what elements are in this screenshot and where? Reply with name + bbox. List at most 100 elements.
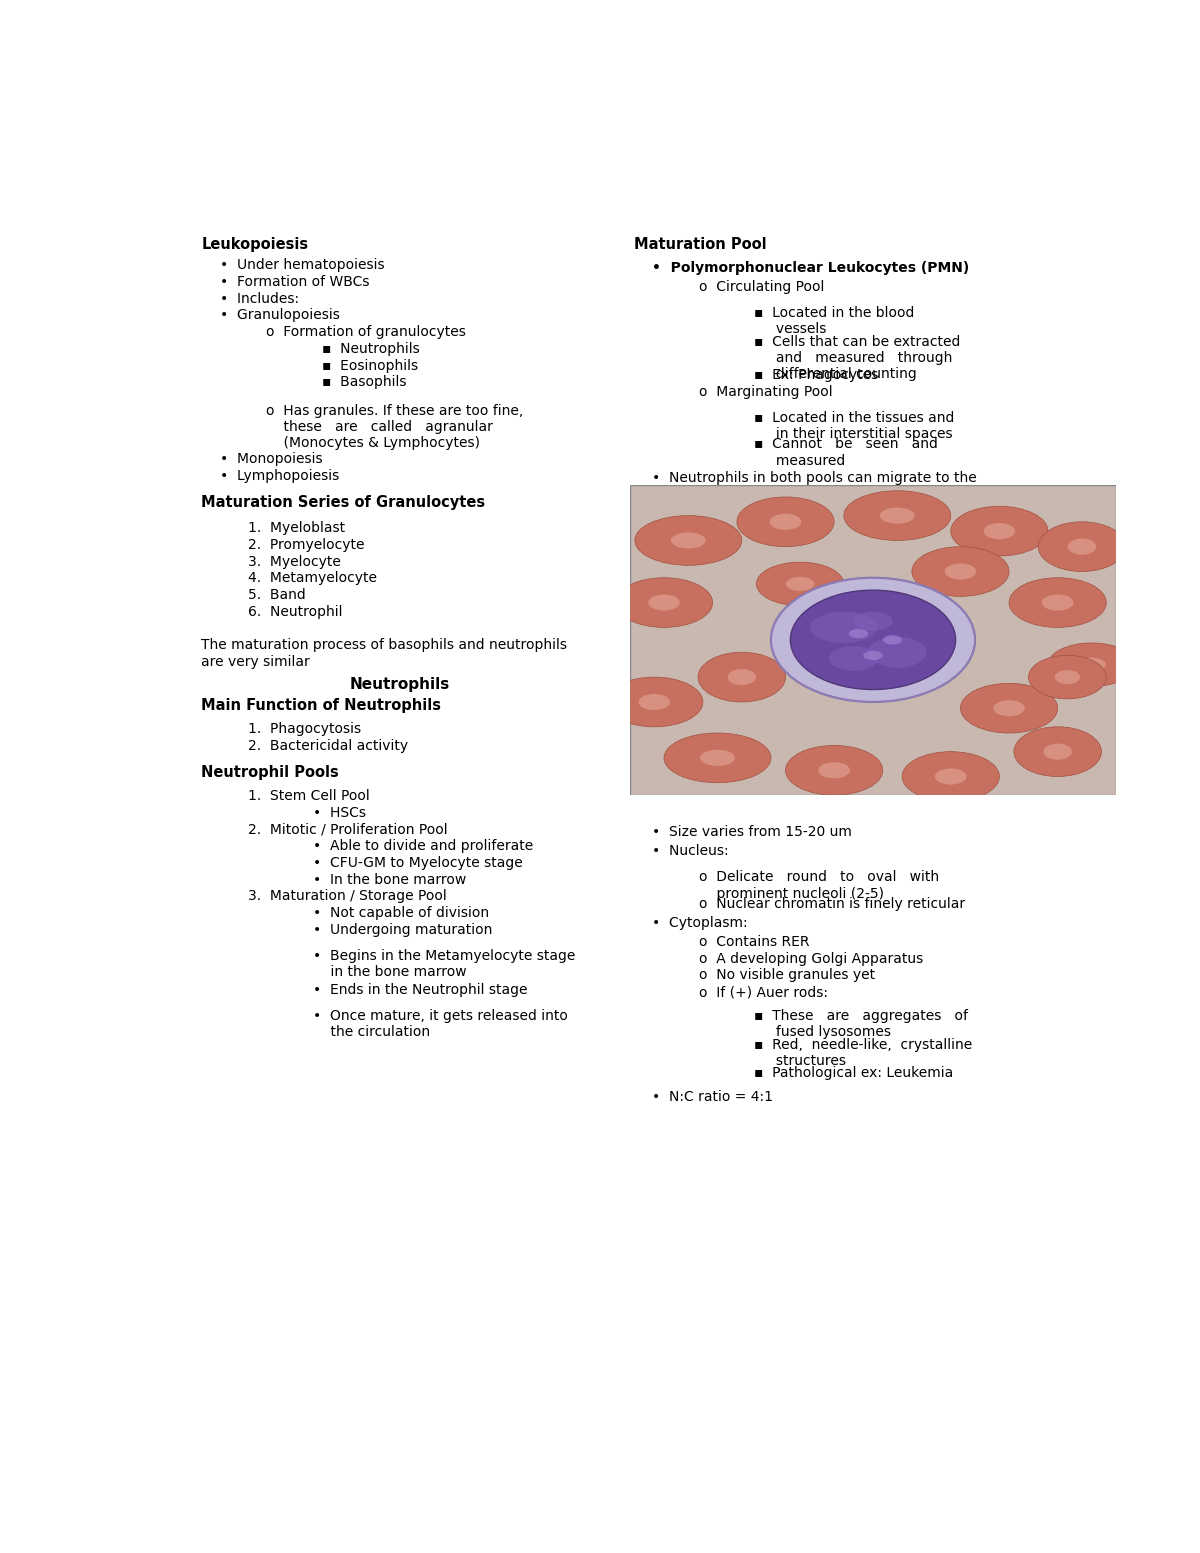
Text: ▪  Basophils: ▪ Basophils	[322, 376, 407, 390]
Text: •  Able to divide and proliferate: • Able to divide and proliferate	[313, 839, 533, 853]
Ellipse shape	[1078, 657, 1106, 672]
Ellipse shape	[883, 635, 902, 644]
Text: •  Monopoiesis: • Monopoiesis	[220, 452, 323, 466]
Ellipse shape	[902, 752, 1000, 801]
Ellipse shape	[737, 497, 834, 547]
Text: ▪  Pathological ex: Leukemia: ▪ Pathological ex: Leukemia	[755, 1067, 954, 1081]
Ellipse shape	[648, 595, 680, 610]
Ellipse shape	[786, 745, 883, 795]
Text: 3.  Maturation / Storage Pool: 3. Maturation / Storage Pool	[247, 890, 446, 904]
Ellipse shape	[1055, 669, 1080, 685]
Text: •  Includes:: • Includes:	[220, 292, 299, 306]
Ellipse shape	[1009, 578, 1106, 627]
Text: Neutrophils: Neutrophils	[350, 677, 450, 691]
Ellipse shape	[912, 547, 1009, 596]
Text: ▪  Located in the tissues and
     in their interstitial spaces: ▪ Located in the tissues and in their in…	[755, 412, 955, 441]
Text: •  Cytoplasm:: • Cytoplasm:	[653, 916, 748, 930]
Text: ▪  Eosinophils: ▪ Eosinophils	[322, 359, 418, 373]
Ellipse shape	[848, 629, 868, 638]
Text: o  Circulating Pool: o Circulating Pool	[698, 280, 824, 294]
Ellipse shape	[844, 491, 950, 540]
Text: Maturation Pool: Maturation Pool	[634, 236, 767, 252]
Text: •  N:C ratio = 4:1: • N:C ratio = 4:1	[653, 1090, 773, 1104]
Ellipse shape	[818, 763, 850, 778]
Text: •  Once mature, it gets released into
    the circulation: • Once mature, it gets released into the…	[313, 1009, 568, 1039]
Ellipse shape	[791, 590, 955, 690]
Ellipse shape	[1014, 727, 1102, 776]
Text: Mitotic / Proliferation Pool: Mitotic / Proliferation Pool	[718, 526, 943, 540]
Text: o  Has granules. If these are too fine,
    these   are   called   agranular
   : o Has granules. If these are too fine, t…	[266, 404, 523, 450]
Text: •  Granulopoiesis: • Granulopoiesis	[220, 309, 340, 323]
Text: 1.  Stem Cell Pool: 1. Stem Cell Pool	[247, 789, 370, 803]
Text: •  Lymphopoiesis: • Lymphopoiesis	[220, 469, 340, 483]
Text: •  Neutrophils in both pools can migrate to the
   other. Ex: Phagocytes can mig: • Neutrophils in both pools can migrate …	[653, 471, 977, 534]
Ellipse shape	[935, 769, 966, 784]
Text: •  Size varies from 15-20 um: • Size varies from 15-20 um	[653, 825, 852, 839]
Text: o  Contains RER: o Contains RER	[698, 935, 809, 949]
Text: ▪  Cells that can be extracted
     and   measured   through
     differential c: ▪ Cells that can be extracted and measur…	[755, 334, 961, 380]
Text: The maturation process of basophils and neutrophils
are very similar: The maturation process of basophils and …	[202, 638, 568, 669]
Ellipse shape	[616, 578, 713, 627]
Ellipse shape	[786, 576, 815, 592]
Text: o  Nuclear chromatin is finely reticular: o Nuclear chromatin is finely reticular	[698, 896, 965, 910]
Ellipse shape	[868, 637, 926, 668]
Text: Neutrophil Pools: Neutrophil Pools	[202, 766, 338, 780]
Text: ▪  Located in the blood
     vessels: ▪ Located in the blood vessels	[755, 306, 914, 335]
Ellipse shape	[880, 508, 914, 523]
Ellipse shape	[863, 651, 883, 660]
Text: ▪  Neutrophils: ▪ Neutrophils	[322, 342, 420, 356]
Text: 6.  Neutrophil: 6. Neutrophil	[247, 604, 342, 620]
Text: ▪  Ex: Phagocytes: ▪ Ex: Phagocytes	[755, 368, 878, 382]
Ellipse shape	[1044, 744, 1072, 759]
Ellipse shape	[1042, 595, 1074, 610]
Text: •  Begins in the Metamyelocyte stage
    in the bone marrow: • Begins in the Metamyelocyte stage in t…	[313, 949, 575, 980]
Ellipse shape	[756, 562, 844, 606]
Text: ▪  Cannot   be   seen   and
     measured: ▪ Cannot be seen and measured	[755, 438, 938, 467]
Ellipse shape	[1048, 643, 1135, 686]
Ellipse shape	[950, 506, 1048, 556]
Ellipse shape	[994, 700, 1025, 716]
Ellipse shape	[635, 516, 742, 565]
Text: o  A developing Golgi Apparatus: o A developing Golgi Apparatus	[698, 952, 923, 966]
Text: Main Function of Neutrophils: Main Function of Neutrophils	[202, 699, 442, 713]
Text: o  Marginating Pool: o Marginating Pool	[698, 385, 833, 399]
Text: •  Under hematopoiesis: • Under hematopoiesis	[220, 258, 384, 272]
Ellipse shape	[853, 612, 893, 631]
Text: 1. Myeloblast: 1. Myeloblast	[653, 550, 745, 564]
Text: 2.  Mitotic / Proliferation Pool: 2. Mitotic / Proliferation Pool	[247, 823, 448, 837]
Ellipse shape	[700, 750, 734, 766]
Text: 1.  Phagocytosis: 1. Phagocytosis	[247, 722, 361, 736]
Text: Leukopoiesis: Leukopoiesis	[202, 236, 308, 252]
Ellipse shape	[1038, 522, 1126, 572]
Text: 2.  Promyelocyte: 2. Promyelocyte	[247, 537, 364, 551]
Ellipse shape	[810, 612, 878, 643]
Ellipse shape	[727, 669, 756, 685]
Text: 3.  Myelocyte: 3. Myelocyte	[247, 554, 341, 568]
Ellipse shape	[664, 733, 770, 783]
Text: 5.  Band: 5. Band	[247, 589, 305, 603]
Ellipse shape	[671, 533, 706, 548]
Ellipse shape	[770, 578, 976, 702]
Ellipse shape	[769, 514, 802, 530]
Text: •  Nucleus:: • Nucleus:	[653, 845, 728, 859]
Text: •  HSCs: • HSCs	[313, 806, 366, 820]
Text: •  Formation of WBCs: • Formation of WBCs	[220, 275, 370, 289]
Text: o  No visible granules yet: o No visible granules yet	[698, 969, 875, 983]
Ellipse shape	[1028, 655, 1106, 699]
Ellipse shape	[984, 523, 1015, 539]
Text: ▪  Red,  needle-like,  crystalline
     structures: ▪ Red, needle-like, crystalline structur…	[755, 1037, 973, 1068]
Ellipse shape	[944, 564, 977, 579]
Text: o  If (+) Auer rods:: o If (+) Auer rods:	[698, 985, 828, 999]
Ellipse shape	[606, 677, 703, 727]
Text: 4.  Metamyelocyte: 4. Metamyelocyte	[247, 572, 377, 585]
Text: 1.  Myeloblast: 1. Myeloblast	[247, 522, 344, 536]
Text: •  Undergoing maturation: • Undergoing maturation	[313, 922, 492, 936]
Text: Maturation Series of Granulocytes: Maturation Series of Granulocytes	[202, 495, 485, 509]
Ellipse shape	[698, 652, 786, 702]
Text: ▪  These   are   aggregates   of
     fused lysosomes: ▪ These are aggregates of fused lysosome…	[755, 1009, 968, 1039]
Ellipse shape	[638, 694, 670, 710]
Text: •  CFU-GM to Myelocyte stage: • CFU-GM to Myelocyte stage	[313, 856, 522, 870]
Ellipse shape	[829, 646, 878, 671]
Ellipse shape	[1068, 539, 1096, 554]
Text: 2.  Bactericidal activity: 2. Bactericidal activity	[247, 739, 408, 753]
